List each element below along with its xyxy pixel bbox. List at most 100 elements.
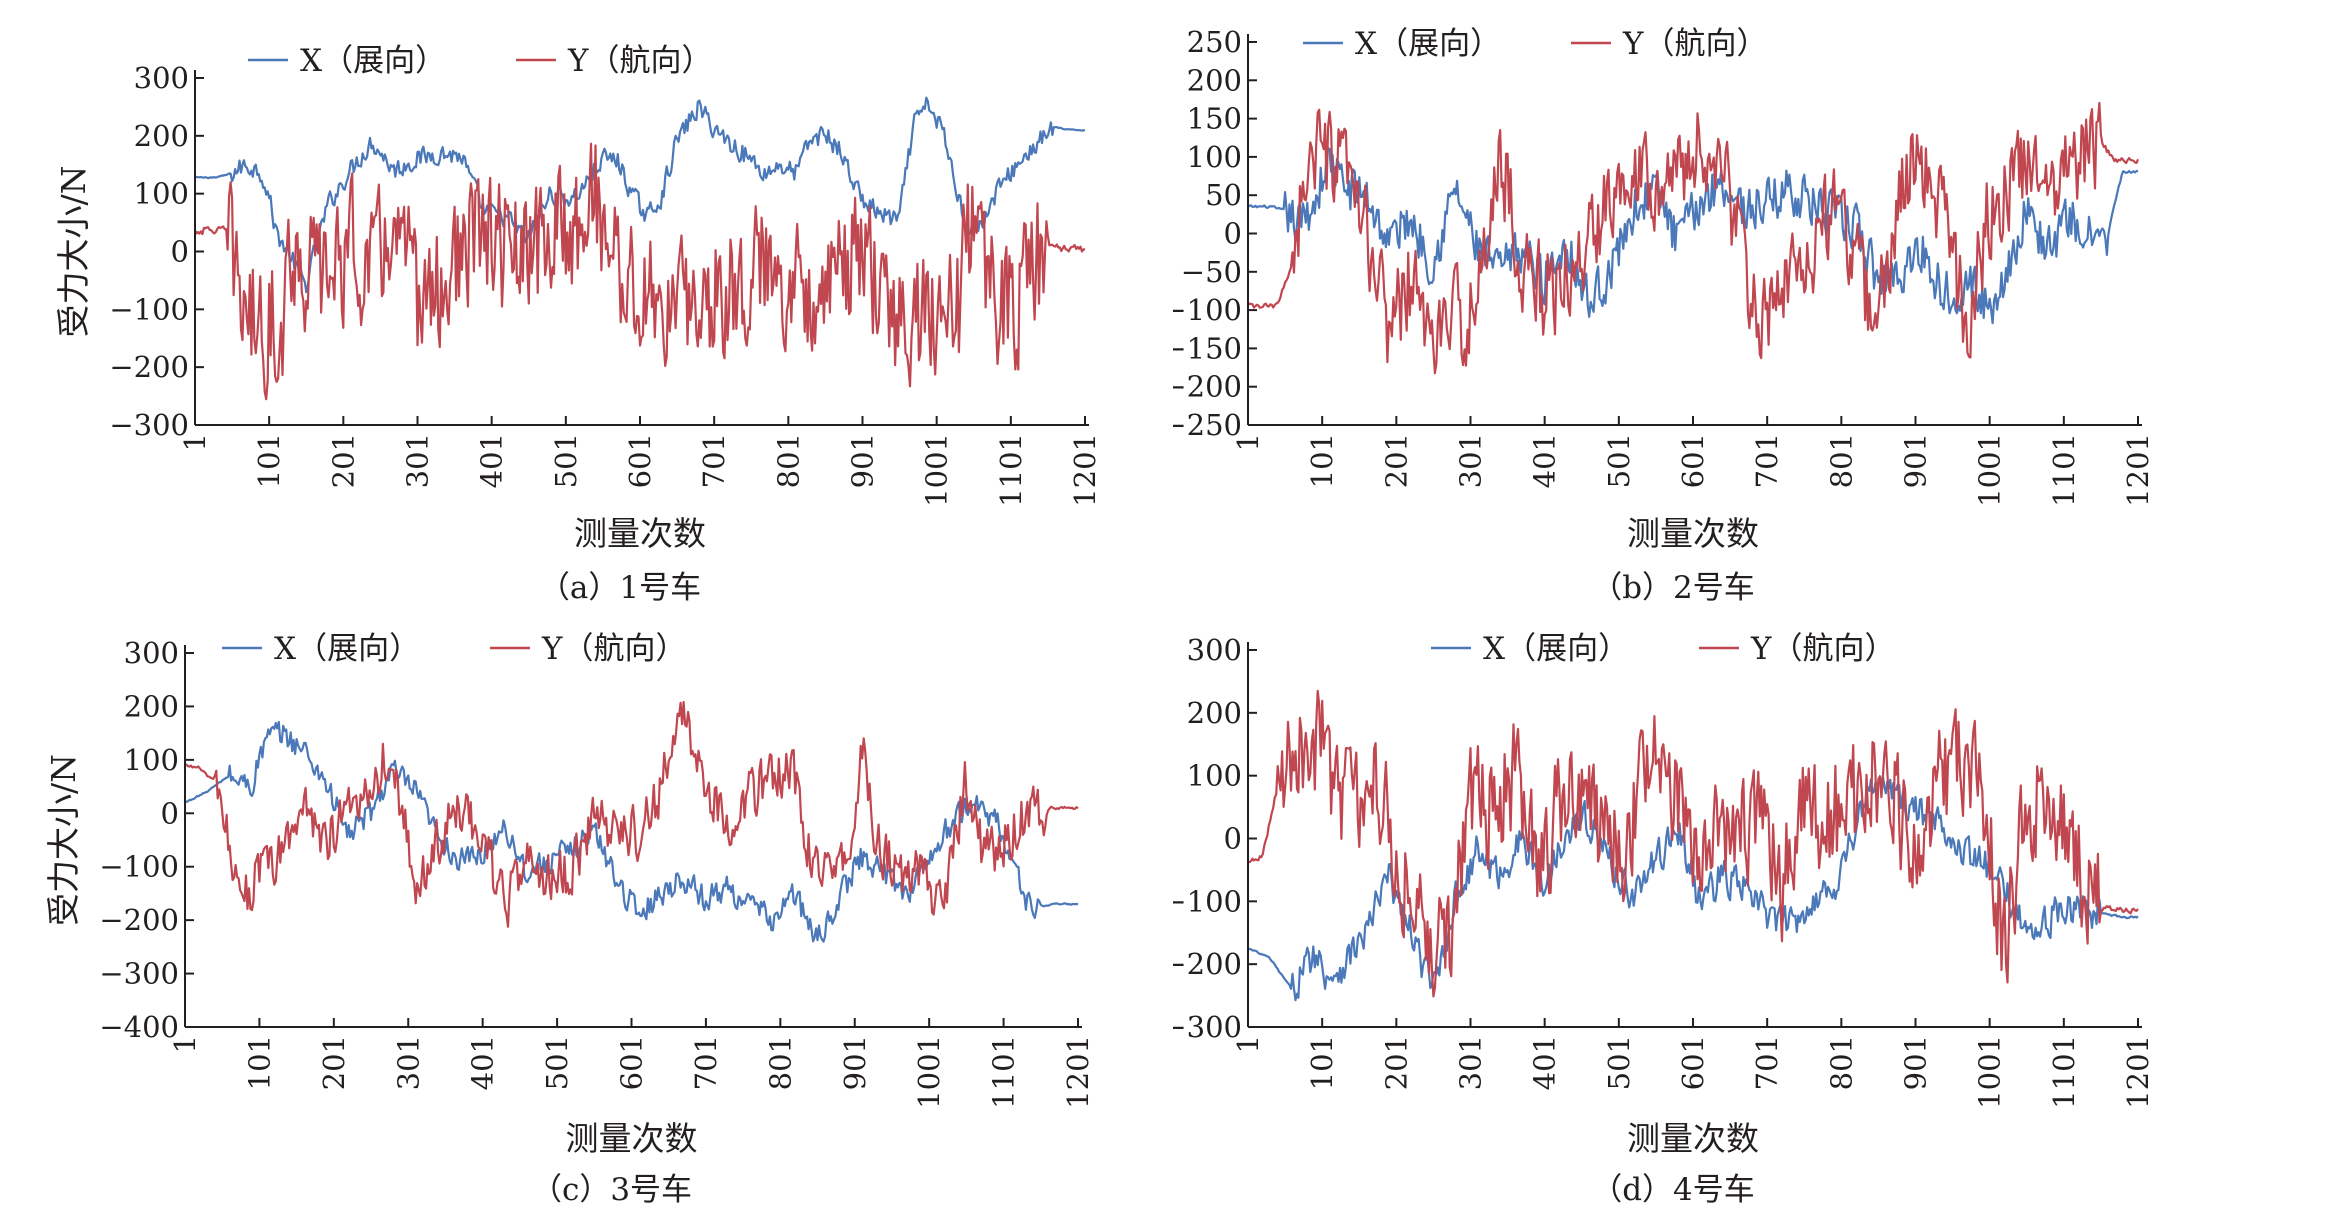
x-tick-label: 501 [540, 1035, 574, 1090]
series-line-x [1247, 146, 2139, 325]
x-tick-label: 301 [401, 433, 435, 488]
legend-label-y: Y（航向） [541, 631, 686, 667]
x-tick-label: 901 [846, 433, 880, 488]
x-tick-label: 101 [1305, 433, 1339, 488]
series-line-x [1247, 775, 2139, 1002]
x-tick-label: 1 [1231, 1035, 1265, 1053]
y-tick-label: −150 [1173, 331, 1242, 365]
y-axis-label: 受力大小/N [44, 754, 83, 926]
legend-label-y: Y（航向） [567, 43, 712, 79]
y-tick-label: 100 [1187, 140, 1242, 174]
y-tick-label: 0 [1224, 822, 1242, 856]
chart-panel-c: 300 200 100 0 −100 −200 −300 −400 1 101 201 301 401 5… [0, 605, 1173, 1210]
x-tick-label: 1201 [1061, 1035, 1095, 1109]
y-tick-label: −200 [109, 350, 189, 384]
x-tick-label: 401 [1528, 1035, 1562, 1090]
series-line-y [185, 700, 1079, 928]
y-tick-label: −200 [1173, 947, 1242, 981]
y-axis-label: 受力大小/N [54, 166, 93, 338]
x-tick-label: 301 [1454, 433, 1488, 488]
x-tick-label: 1101 [987, 1035, 1021, 1109]
x-tick-label: 901 [1899, 1035, 1933, 1090]
chart-panel-d: 300 200 100 0 −100 −200 −300 1 101 201 301 401 501 60… [1173, 605, 2346, 1210]
y-tick-label: 200 [124, 689, 179, 723]
y-tick-label: −100 [1173, 293, 1242, 327]
x-tick-label: 601 [623, 433, 657, 488]
panel-caption: （a）1号车 [539, 570, 701, 605]
x-tick-label: 801 [771, 433, 805, 488]
x-tick-label: 801 [1824, 1035, 1858, 1090]
x-tick-label: 1 [168, 1035, 202, 1053]
x-tick-label: 1 [1231, 433, 1265, 451]
x-tick-label: 701 [697, 433, 731, 488]
x-tick-label: 401 [475, 433, 509, 488]
panel-caption: （c）3号车 [531, 1172, 692, 1208]
x-tick-label: 1101 [2047, 1035, 2081, 1109]
y-tick-label: 0 [171, 235, 189, 269]
x-tick-label: 201 [1379, 1035, 1413, 1090]
y-tick-label: 0 [161, 796, 179, 830]
y-tick-label: −250 [1173, 408, 1242, 442]
x-tick-label: 801 [1824, 433, 1858, 488]
x-tick-label: 101 [1305, 1035, 1339, 1090]
x-axis-label: 测量次数 [574, 514, 706, 553]
x-tick-label: 1101 [2047, 433, 2081, 507]
y-tick-label: 100 [134, 177, 189, 211]
series-line-y [1247, 689, 2139, 998]
x-tick-label: 101 [242, 1035, 276, 1090]
x-tick-label: 1201 [1068, 433, 1102, 507]
y-tick-label: 100 [1187, 759, 1242, 793]
x-tick-label: 1101 [994, 433, 1028, 507]
panel-caption: （b）2号车 [1591, 570, 1755, 605]
x-axis-label: 测量次数 [1627, 1119, 1759, 1158]
x-tick-label: 501 [1602, 433, 1636, 488]
x-tick-label: 1 [178, 433, 212, 451]
x-tick-label: 801 [763, 1035, 797, 1090]
x-axis-label: 测量次数 [566, 1119, 698, 1158]
y-tick-label: −300 [1173, 1010, 1242, 1044]
y-tick-label: −300 [109, 408, 189, 442]
x-tick-label: 1001 [920, 433, 954, 507]
x-tick-label: 201 [1379, 433, 1413, 488]
y-tick-label: 300 [124, 636, 179, 670]
y-tick-label: 100 [124, 743, 179, 777]
y-tick-label: −100 [99, 850, 179, 884]
x-tick-label: 501 [549, 433, 583, 488]
x-tick-label: 601 [615, 1035, 649, 1090]
legend-label-x: X（展向） [1483, 631, 1629, 667]
x-tick-label: 201 [317, 1035, 351, 1090]
x-tick-label: 701 [1750, 1035, 1784, 1090]
x-tick-label: 1001 [1973, 1035, 2007, 1109]
y-tick-label: 200 [1187, 696, 1242, 730]
y-tick-label: 50 [1205, 178, 1242, 212]
x-tick-label: 401 [1528, 433, 1562, 488]
y-tick-label: −300 [99, 957, 179, 991]
x-tick-label: 101 [252, 433, 286, 488]
y-tick-label: 250 [1187, 25, 1242, 59]
x-tick-label: 1201 [2121, 1035, 2155, 1109]
panel-caption: （d）4号车 [1591, 1172, 1755, 1208]
x-tick-label: 601 [1676, 433, 1710, 488]
y-tick-label: 200 [1187, 63, 1242, 97]
x-axis-label: 测量次数 [1627, 514, 1759, 553]
y-tick-label: 150 [1187, 102, 1242, 136]
y-tick-label: −200 [1173, 370, 1242, 404]
legend-label-y: Y（航向） [1750, 631, 1895, 667]
y-tick-label: −200 [99, 903, 179, 937]
x-tick-label: 1001 [1973, 433, 2007, 507]
legend-label-x: X（展向） [274, 631, 420, 667]
series-line-y [1247, 101, 2140, 375]
y-tick-label: −50 [1181, 255, 1242, 289]
x-tick-label: 401 [466, 1035, 500, 1090]
x-tick-label: 701 [1750, 433, 1784, 488]
x-tick-label: 1001 [912, 1035, 946, 1109]
chart-panel-a: 300 200 100 0 −100 −200 −300 1 101 201 301 401 501 60… [0, 0, 1173, 605]
y-tick-label: −100 [109, 292, 189, 326]
y-tick-label: −400 [99, 1010, 179, 1044]
y-tick-label: 0 [1224, 217, 1242, 251]
series-line-x [184, 720, 1079, 943]
x-tick-label: 301 [391, 1035, 425, 1090]
